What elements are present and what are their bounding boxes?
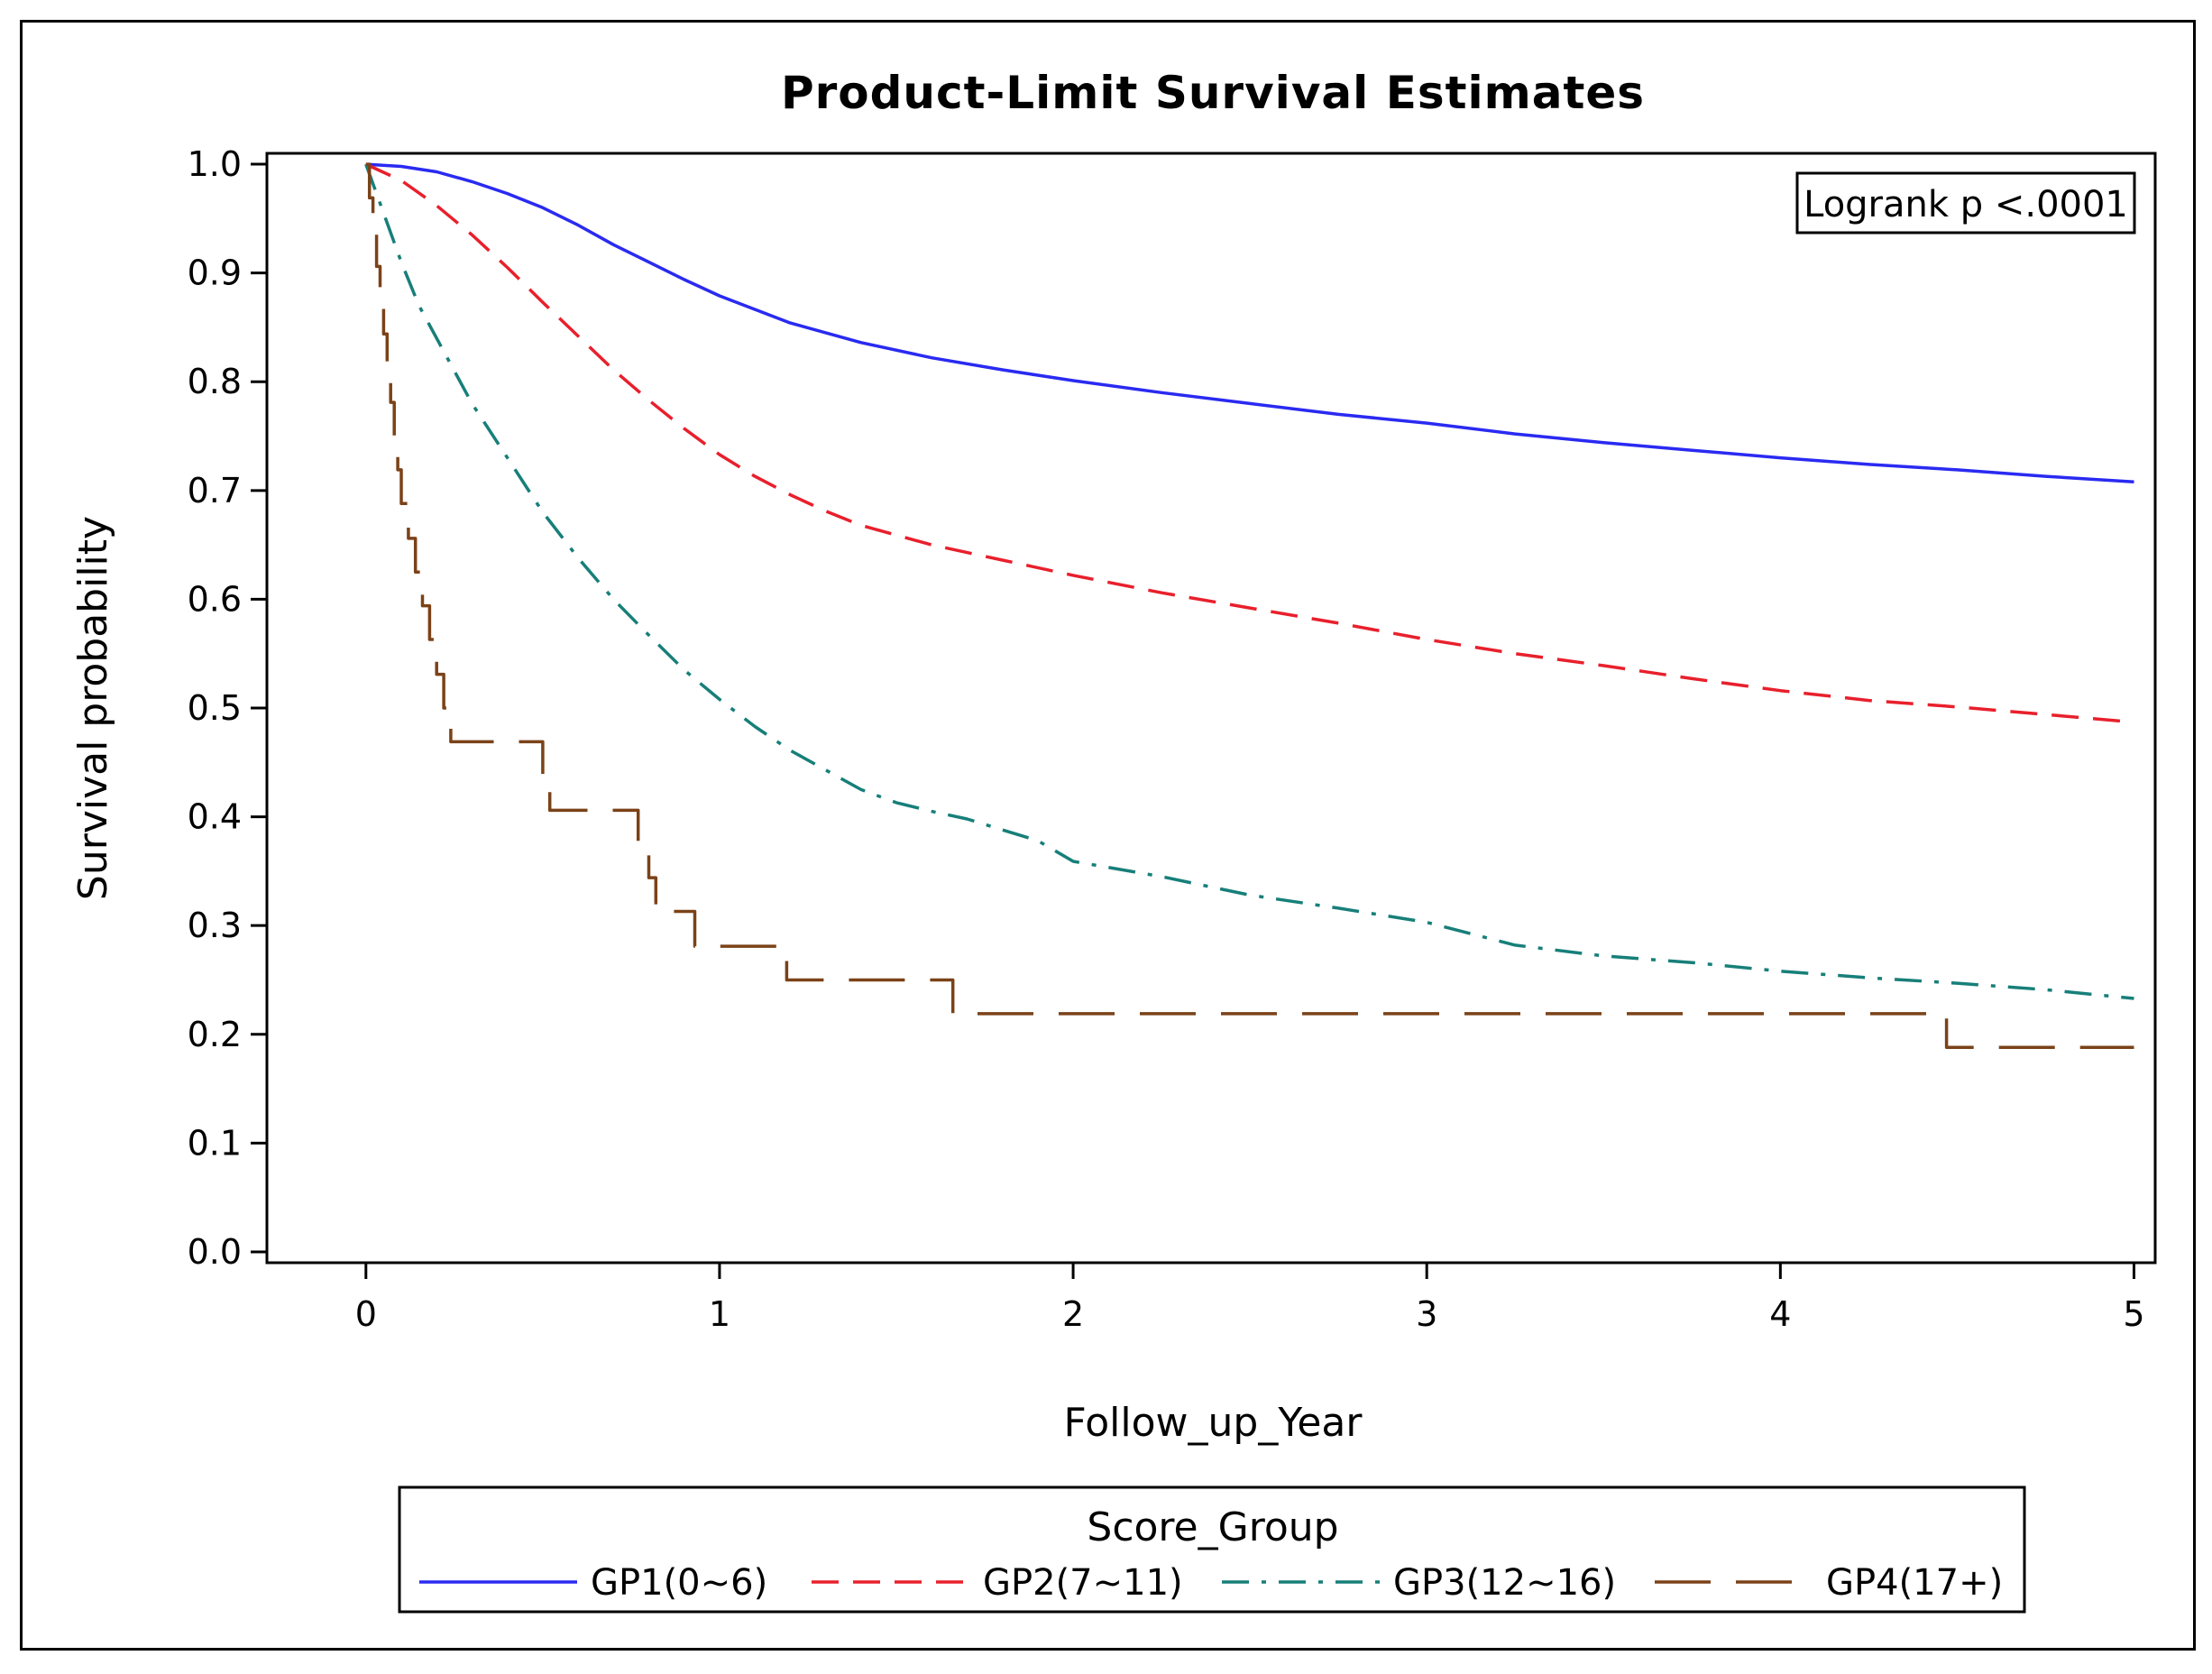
x-tick-label: 2 <box>1062 1294 1084 1334</box>
x-tick-label: 1 <box>709 1294 730 1334</box>
y-tick-label: 0.8 <box>188 362 242 401</box>
y-tick-label: 0.0 <box>188 1232 242 1272</box>
series-line-gp2 <box>365 162 2134 724</box>
y-tick-label: 0.7 <box>188 471 242 510</box>
y-tick-label: 0.6 <box>188 579 242 619</box>
x-tick-label: 0 <box>355 1294 377 1334</box>
legend-label-gp4: GP4(17+) <box>1826 1562 2003 1604</box>
legend-title: Score_Group <box>1087 1504 1338 1550</box>
plot-area <box>265 152 2157 1265</box>
chart-title: Product-Limit Survival Estimates <box>781 67 1645 119</box>
x-tick-label: 5 <box>2123 1294 2144 1334</box>
legend: Score_Group GP1(0~6) GP2(7~11) GP3(12~16) G… <box>398 1485 2026 1614</box>
y-tick-label: 0.5 <box>188 688 242 728</box>
y-tick-label: 0.3 <box>188 906 242 945</box>
legend-label-gp1: GP1(0~6) <box>591 1562 767 1604</box>
legend-items: GP1(0~6) GP2(7~11) GP3(12~16) GP4(17+) <box>419 1562 2003 1604</box>
y-axis: 0.0 0.1 0.2 0.3 0.4 0.5 0.6 0.7 0.8 0.9 1.0 <box>188 144 267 1272</box>
x-tick-label: 4 <box>1769 1294 1791 1334</box>
y-tick-label: 1.0 <box>188 144 242 184</box>
legend-label-gp2: GP2(7~11) <box>983 1562 1183 1604</box>
y-tick-label: 0.4 <box>188 797 242 837</box>
series-layer <box>364 162 2134 1049</box>
y-tick-label: 0.1 <box>188 1123 242 1163</box>
y-tick-label: 0.9 <box>188 253 242 293</box>
series-line-gp3 <box>364 163 2134 1000</box>
x-axis-label: Follow_up_Year <box>1064 1400 1363 1446</box>
logrank-annotation: Logrank p <.0001 <box>1795 171 2136 235</box>
legend-label-gp3: GP3(12~16) <box>1393 1562 1616 1604</box>
chart-frame <box>20 20 2196 1651</box>
y-axis-label: Survival probability <box>70 516 116 900</box>
series-line-gp1 <box>365 162 2134 483</box>
series-line-gp4 <box>365 162 2134 1049</box>
x-axis: 0 1 2 3 4 5 <box>355 1263 2145 1334</box>
legend-box <box>398 1485 2026 1614</box>
annotation-box <box>1795 171 2136 235</box>
x-tick-label: 3 <box>1416 1294 1437 1334</box>
logrank-text: Logrank p <.0001 <box>1804 184 2128 225</box>
y-tick-label: 0.2 <box>188 1015 242 1054</box>
